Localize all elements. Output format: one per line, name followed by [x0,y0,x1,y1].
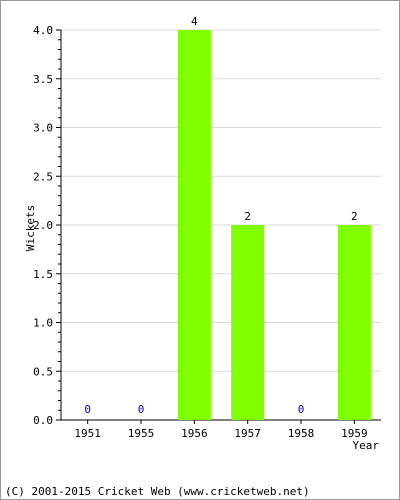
x-tick-label: 1951 [74,427,101,440]
y-tick-label: 0.5 [33,365,53,378]
bars [177,30,371,420]
x-tick-label: 1959 [341,427,368,440]
x-tick-label: 1958 [288,427,315,440]
data-label: 0 [298,403,305,416]
data-labels: 0 0 4 2 0 2 [84,15,357,416]
data-label: 2 [244,210,251,223]
y-tick-label: 2.5 [33,170,53,183]
data-label: 4 [191,15,198,28]
y-tick-label: 3.5 [33,73,53,86]
y-tick-label: 1.5 [33,268,53,281]
gridlines [61,29,381,372]
x-tick-label: 1957 [234,427,261,440]
bar [337,225,371,420]
y-tick-label: 2.0 [33,219,53,232]
x-tick-label: 1955 [128,427,155,440]
y-tick-label: 0.0 [33,414,53,427]
y-tick-label: 3.0 [33,122,53,135]
data-label: 0 [138,403,145,416]
x-tick-label: 1956 [181,427,208,440]
data-label: 2 [351,210,358,223]
x-axis: 1951 1955 1956 1957 1958 1959 [61,419,381,440]
y-axis-label: Wickets [24,205,37,251]
y-tick-label: 4.0 [33,24,53,37]
y-axis: 0.0 0.5 1.0 1.5 2.0 2.5 3.0 3.5 4.0 [33,24,62,427]
bar [177,30,211,420]
data-label: 0 [84,403,91,416]
y-tick-label: 1.0 [33,317,53,330]
copyright-footer: (C) 2001-2015 Cricket Web (www.cricketwe… [5,485,310,498]
x-axis-label: Year [353,439,380,452]
bar [231,225,265,420]
